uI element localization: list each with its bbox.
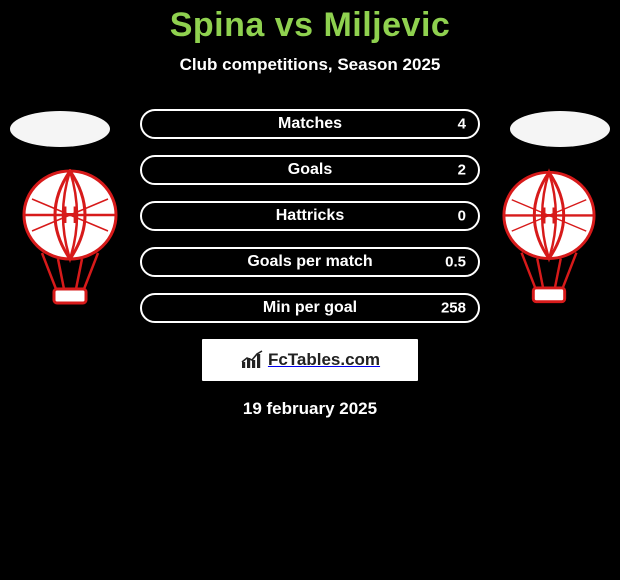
stat-row: Hattricks 0: [140, 201, 480, 231]
stats-block: H H Matches: [0, 109, 620, 323]
stat-label: Goals per match: [142, 253, 478, 271]
brand-link[interactable]: FcTables.com: [202, 339, 418, 381]
stat-row: Min per goal 258: [140, 293, 480, 323]
stat-label: Matches: [142, 115, 478, 133]
stat-label: Hattricks: [142, 207, 478, 225]
chart-icon: [240, 350, 264, 370]
player-left-avatar: [10, 111, 110, 147]
balloon-crest-icon: H: [500, 163, 598, 311]
stat-row: Goals per match 0.5: [140, 247, 480, 277]
stat-value-right: 2: [458, 162, 466, 179]
stat-row: Goals 2: [140, 155, 480, 185]
player-right-avatar: [510, 111, 610, 147]
page-title: Spina vs Miljevic: [0, 6, 620, 45]
stat-row: Matches 4: [140, 109, 480, 139]
crest-letter: H: [541, 202, 558, 228]
page-subtitle: Club competitions, Season 2025: [0, 55, 620, 75]
club-crest-left: H: [20, 169, 120, 305]
stat-value-right: 258: [441, 300, 466, 317]
stat-label: Min per goal: [142, 299, 478, 317]
brand-label: FcTables.com: [268, 350, 380, 370]
stat-label: Goals: [142, 161, 478, 179]
crest-letter: H: [61, 202, 78, 229]
stat-rows: Matches 4 Goals 2 Hattricks 0 Goals per …: [140, 109, 480, 323]
comparison-card: Spina vs Miljevic Club competitions, Sea…: [0, 0, 620, 580]
club-crest-right: H: [500, 163, 598, 311]
stat-value-right: 4: [458, 116, 466, 133]
stat-value-right: 0: [458, 208, 466, 225]
date-label: 19 february 2025: [0, 399, 620, 419]
balloon-crest-icon: H: [20, 169, 120, 305]
stat-value-right: 0.5: [445, 254, 466, 271]
